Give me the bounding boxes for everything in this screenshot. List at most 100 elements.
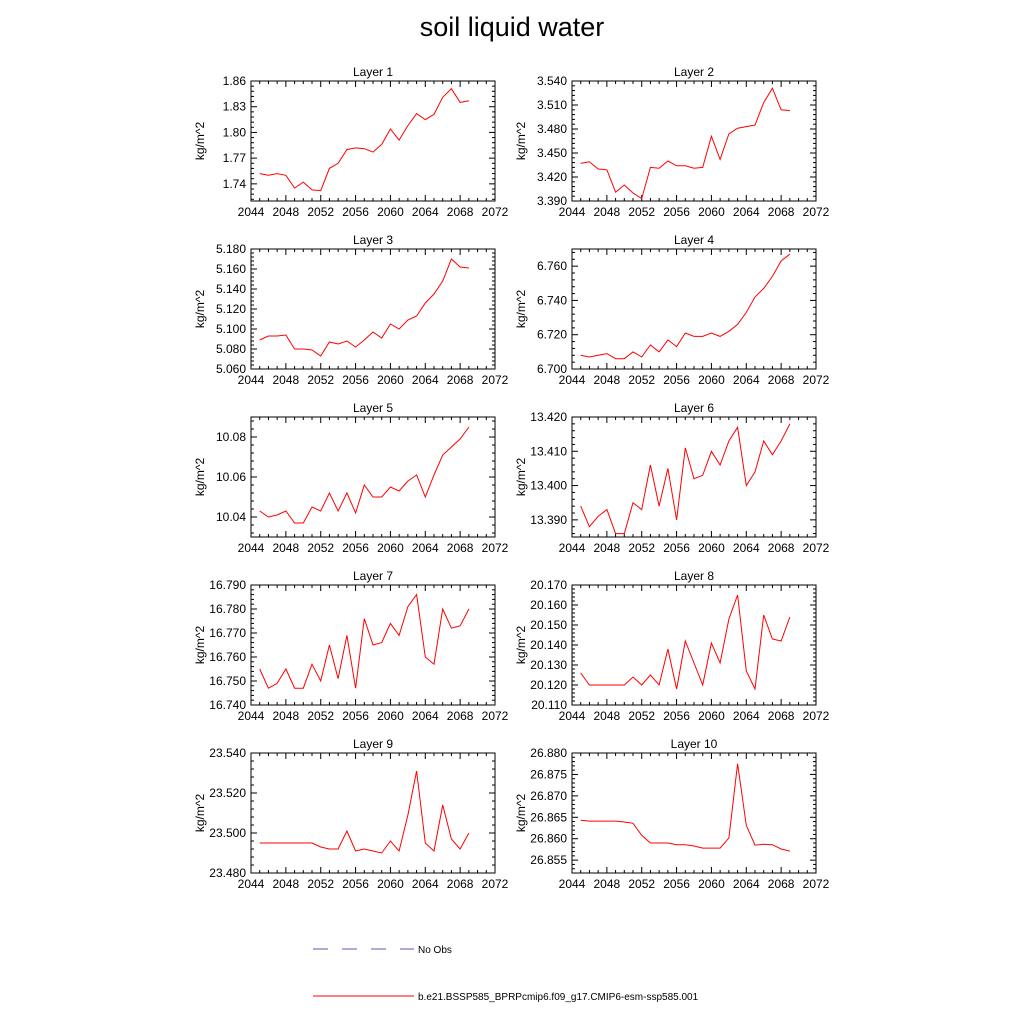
chart-panels: Layer 1 2044 2048 2052 2056 2060 2064 2068 2072 1… [193,65,830,891]
x-tick-label: 2068 [768,373,795,387]
plot-frame [250,416,496,538]
y-tick-label: 20.150 [530,618,567,632]
x-tick-label: 2072 [482,877,509,891]
y-axis-label: kg/m^2 [514,122,528,161]
series-line [259,258,469,357]
x-tick-label: 2072 [803,373,830,387]
panel-title: Layer 6 [674,401,714,415]
y-tick-label: 3.510 [537,98,567,112]
y-tick-label: 1.74 [223,177,247,191]
plot-frame [250,248,496,370]
x-tick-label: 2068 [768,205,795,219]
x-tick-label: 2052 [628,205,655,219]
figure-title: soil liquid water [419,12,605,42]
x-tick-label: 2048 [594,877,621,891]
x-tick-label: 2048 [273,709,300,723]
plot-frame [571,584,817,706]
x-tick-label: 2060 [377,877,404,891]
y-tick-label: 6.720 [537,328,567,342]
x-tick-label: 2072 [803,205,830,219]
y-tick-label: 3.390 [537,194,567,208]
x-tick-label: 2048 [594,205,621,219]
x-tick-label: 2044 [559,205,586,219]
y-tick-label: 5.180 [216,242,246,256]
y-tick-label: 26.860 [530,832,567,846]
plot-frame [571,752,817,874]
x-tick-label: 2044 [559,877,586,891]
y-tick-label: 16.790 [209,578,246,592]
x-tick-label: 2064 [733,373,760,387]
x-tick-label: 2044 [238,709,265,723]
x-tick-label: 2068 [447,541,474,555]
chart-panel-10: Layer 10 2044 2048 2052 2056 2060 2064 2068 2072… [514,737,830,891]
x-tick-label: 2060 [377,709,404,723]
x-tick-label: 2068 [447,877,474,891]
y-tick-label: 6.760 [537,259,567,273]
panel-title: Layer 1 [353,65,393,79]
y-tick-label: 26.875 [530,767,567,781]
panel-title: Layer 9 [353,737,393,751]
x-tick-label: 2052 [307,541,334,555]
x-tick-label: 2044 [559,709,586,723]
y-tick-label: 5.080 [216,342,246,356]
chart-panel-3: Layer 3 2044 2048 2052 2056 2060 2064 2068 2072 5… [193,233,509,387]
chart-panel-2: Layer 2 2044 2048 2052 2056 2060 2064 2068 2072 3… [514,65,830,219]
y-tick-label: 16.740 [209,698,246,712]
y-tick-label: 16.780 [209,602,246,616]
y-tick-label: 1.80 [223,125,247,139]
y-tick-label: 13.390 [530,513,567,527]
x-tick-label: 2056 [342,205,369,219]
y-tick-label: 1.77 [223,151,247,165]
x-tick-label: 2072 [482,709,509,723]
x-tick-label: 2072 [803,877,830,891]
x-tick-label: 2064 [733,541,760,555]
legend-label-model: b.e21.BSSP585_BPRPcmip6.f09_g17.CMIP6-es… [418,992,699,1003]
x-tick-label: 2052 [628,541,655,555]
y-tick-label: 26.865 [530,810,567,824]
x-tick-label: 2072 [803,709,830,723]
x-tick-label: 2052 [628,877,655,891]
panel-title: Layer 10 [671,737,718,751]
x-tick-label: 2060 [698,541,725,555]
x-tick-label: 2064 [733,205,760,219]
series-line [580,87,790,200]
y-tick-label: 20.160 [530,598,567,612]
series-line [580,253,791,360]
x-tick-label: 2060 [377,541,404,555]
y-tick-label: 23.520 [209,786,246,800]
y-tick-label: 13.410 [530,444,567,458]
x-tick-label: 2064 [412,205,439,219]
y-tick-label: 23.540 [209,746,246,760]
y-axis-label: kg/m^2 [514,794,528,833]
y-tick-label: 1.86 [223,74,247,88]
y-tick-label: 3.450 [537,146,567,160]
chart-legend: No Obs b.e21.BSSP585_BPRPcmip6.f09_g17.C… [313,945,699,1003]
x-tick-label: 2044 [238,373,265,387]
y-tick-label: 10.06 [216,470,246,484]
x-tick-label: 2068 [447,373,474,387]
x-tick-label: 2056 [663,541,690,555]
panel-title: Layer 5 [353,401,393,415]
x-tick-label: 2056 [663,709,690,723]
x-tick-label: 2052 [307,709,334,723]
y-tick-label: 5.160 [216,262,246,276]
chart-panel-9: Layer 9 2044 2048 2052 2056 2060 2064 2068 2072 2… [193,737,509,891]
x-tick-label: 2048 [273,541,300,555]
y-tick-label: 5.100 [216,322,246,336]
y-tick-label: 20.140 [530,638,567,652]
x-tick-label: 2048 [273,877,300,891]
x-tick-label: 2048 [273,205,300,219]
chart-panel-4: Layer 4 2044 2048 2052 2056 2060 2064 2068 2072 6… [514,233,830,387]
x-tick-label: 2060 [377,373,404,387]
x-tick-label: 2056 [663,205,690,219]
x-tick-label: 2056 [342,373,369,387]
panel-title: Layer 2 [674,65,714,79]
y-tick-label: 3.480 [537,122,567,136]
chart-panel-5: Layer 5 2044 2048 2052 2056 2060 2064 2068 2072 1… [193,401,509,555]
y-tick-label: 16.770 [209,626,246,640]
y-axis-label: kg/m^2 [514,458,528,497]
panel-title: Layer 7 [353,569,393,583]
x-tick-label: 2068 [768,709,795,723]
plot-frame [571,80,817,202]
